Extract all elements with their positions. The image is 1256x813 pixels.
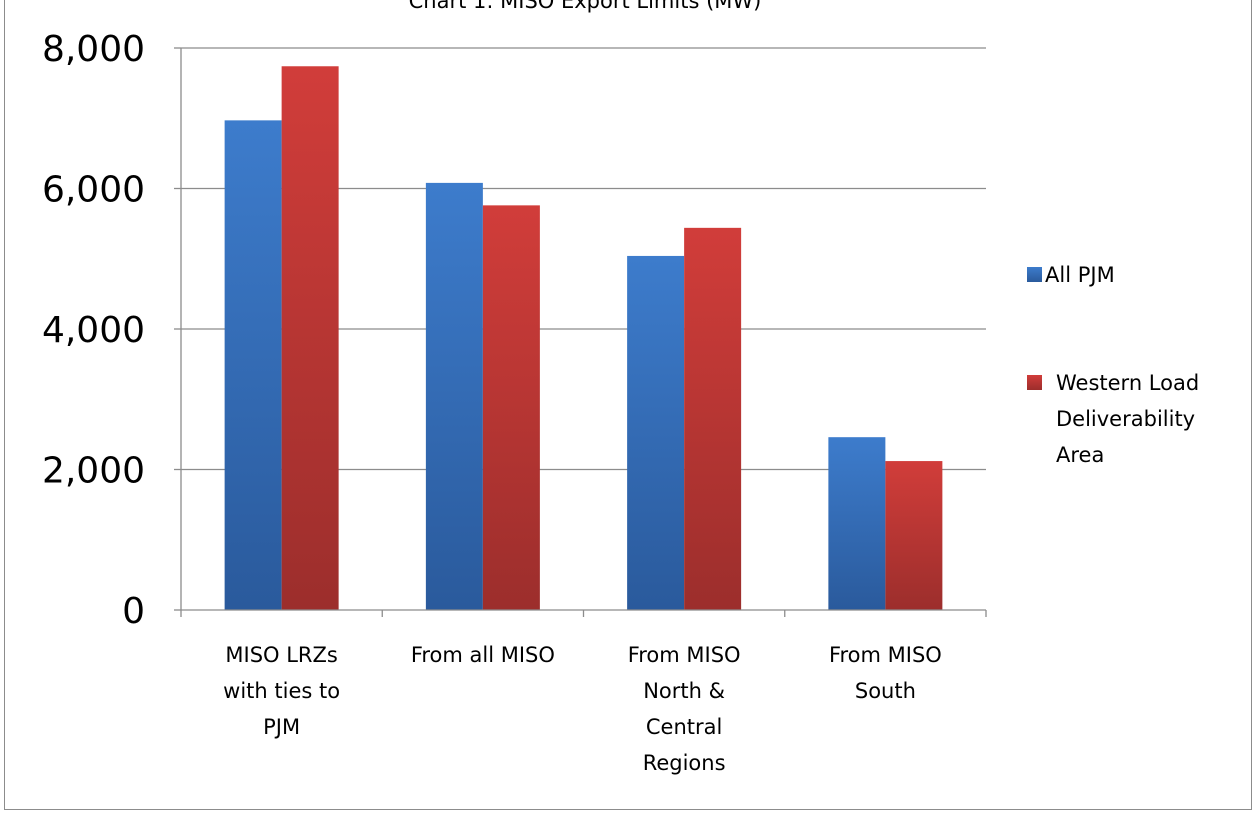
x-axis-categories: MISO LRZs with ties to PJM From all MISO Fro… bbox=[223, 643, 942, 775]
bar-all-pjm-1 bbox=[425, 182, 483, 610]
chart-frame bbox=[4, 0, 1252, 810]
axes bbox=[174, 47, 987, 617]
y-tick-label-3: 6,000 bbox=[42, 170, 145, 211]
bar-western-load-3 bbox=[885, 461, 943, 610]
legend-label-all-pjm: All PJM bbox=[1045, 263, 1115, 287]
y-tick-label-0: 0 bbox=[122, 591, 145, 632]
legend: All PJM Western Load Deliverability Area bbox=[1027, 263, 1199, 467]
y-axis-ticks: 0 2,000 4,000 6,000 8,000 bbox=[42, 29, 145, 632]
category-label-0: MISO LRZs with ties to PJM bbox=[223, 643, 340, 739]
category-label-2: From MISO North & Central Regions bbox=[628, 643, 741, 775]
category-label-1: From all MISO bbox=[411, 643, 555, 667]
bar-western-load-1 bbox=[482, 205, 540, 611]
chart-title: Chart 1: MISO Export Limits (MW) bbox=[409, 0, 762, 13]
category-label-3: From MISO South bbox=[829, 643, 942, 703]
bar-all-pjm-3 bbox=[828, 437, 886, 610]
bar-all-pjm-0 bbox=[224, 120, 282, 611]
bars bbox=[224, 66, 943, 611]
bar-western-load-0 bbox=[281, 66, 339, 610]
bar-all-pjm-2 bbox=[627, 255, 685, 610]
legend-swatch-all-pjm bbox=[1027, 267, 1042, 282]
bar-western-load-2 bbox=[684, 227, 742, 610]
legend-swatch-western-load bbox=[1027, 375, 1042, 390]
y-tick-label-2: 4,000 bbox=[42, 310, 145, 351]
y-tick-label-4: 8,000 bbox=[42, 29, 145, 70]
y-tick-label-1: 2,000 bbox=[42, 451, 145, 492]
legend-label-western-load: Western Load Deliverability Area bbox=[1056, 371, 1199, 467]
